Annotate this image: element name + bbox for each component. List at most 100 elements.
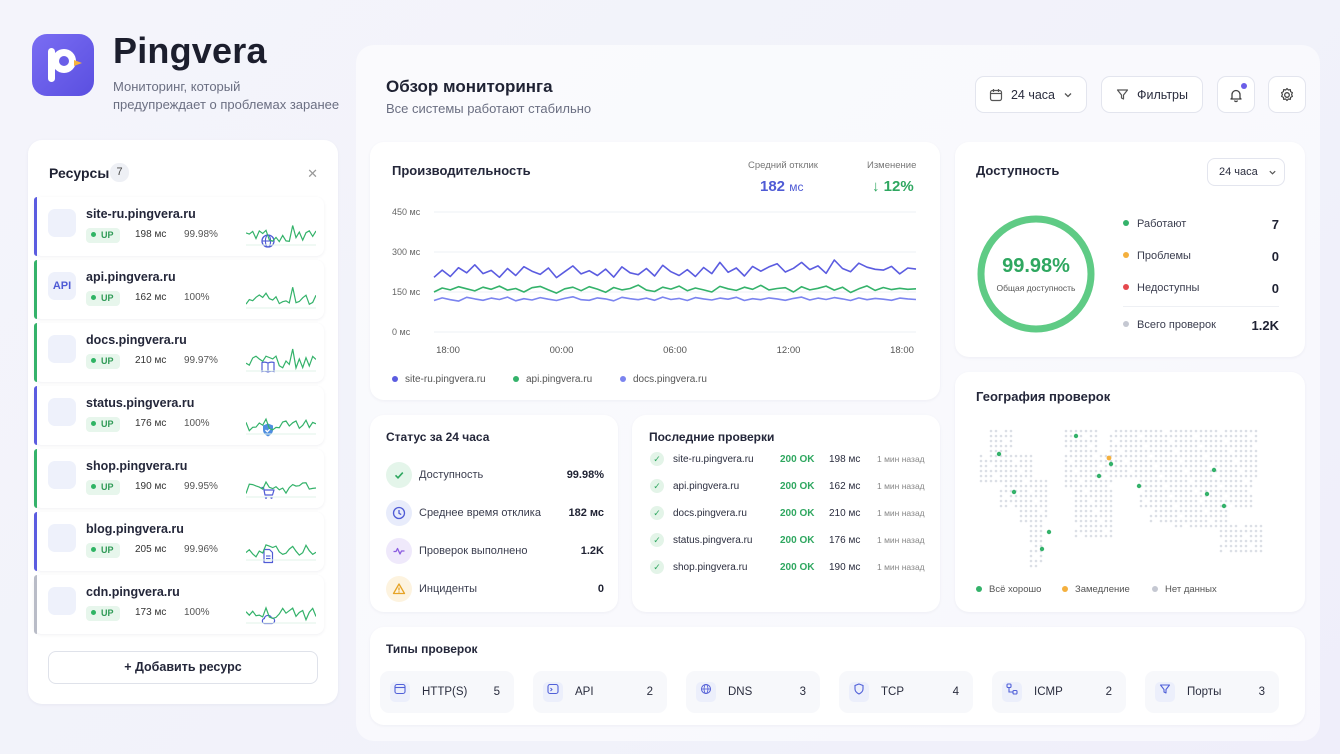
location-marker-ok[interactable] bbox=[1204, 491, 1210, 497]
map-dot bbox=[1149, 479, 1153, 483]
map-dot bbox=[1084, 529, 1088, 533]
notifications-button[interactable] bbox=[1217, 76, 1255, 113]
settings-button[interactable] bbox=[1268, 76, 1306, 113]
location-marker-ok[interactable] bbox=[1211, 467, 1217, 473]
map-dot bbox=[1134, 434, 1138, 438]
location-marker-slow[interactable] bbox=[1106, 455, 1112, 461]
filters-button[interactable]: Фильтры bbox=[1101, 76, 1203, 113]
map-dot bbox=[1244, 544, 1248, 548]
resource-item[interactable]: API api.pingvera.ru UP 162 мс 100% bbox=[34, 260, 324, 319]
map-dot bbox=[1134, 449, 1138, 453]
map-dot bbox=[1144, 479, 1148, 483]
map-dot bbox=[1199, 524, 1203, 528]
map-dot bbox=[1069, 454, 1073, 458]
location-marker-ok[interactable] bbox=[1108, 461, 1114, 467]
map-dot bbox=[1044, 494, 1048, 498]
check-row[interactable]: ✓ status.pingvera.ru 200 OK 176 мс 1 мин наз… bbox=[650, 533, 926, 549]
status-badge-label: UP bbox=[101, 482, 114, 492]
map-dot bbox=[1159, 514, 1163, 518]
check-type-icmp[interactable]: ICMP 2 bbox=[992, 671, 1126, 713]
map-dot bbox=[1109, 519, 1113, 523]
app-logo bbox=[32, 34, 94, 96]
map-dot bbox=[1249, 499, 1253, 503]
http-icon bbox=[390, 682, 410, 702]
close-icon[interactable]: ✕ bbox=[307, 166, 318, 181]
check-row[interactable]: ✓ docs.pingvera.ru 200 OK 210 мс 1 мин назад bbox=[650, 506, 926, 522]
map-dot bbox=[1099, 484, 1103, 488]
check-row[interactable]: ✓ shop.pingvera.ru 200 OK 190 мс 1 мин назад bbox=[650, 560, 926, 576]
map-dot bbox=[1214, 454, 1218, 458]
map-dot bbox=[1039, 494, 1043, 498]
map-dot bbox=[1089, 454, 1093, 458]
check-row[interactable]: ✓ site-ru.pingvera.ru 200 OK 198 мс 1 мин на… bbox=[650, 452, 926, 468]
check-response: 190 мс bbox=[829, 562, 861, 573]
resource-item[interactable]: blog.pingvera.ru UP 205 мс 99.96% bbox=[34, 512, 324, 571]
resource-item[interactable]: site-ru.pingvera.ru UP 198 мс 99.98% bbox=[34, 197, 324, 256]
check-type-https[interactable]: HTTP(S) 5 bbox=[380, 671, 514, 713]
location-marker-ok[interactable] bbox=[1136, 483, 1142, 489]
location-marker-ok[interactable] bbox=[1221, 503, 1227, 509]
map-dot bbox=[1174, 444, 1178, 448]
map-dot bbox=[1254, 534, 1258, 538]
availability-range-select[interactable]: 24 часа bbox=[1207, 158, 1285, 186]
check-type-tcp[interactable]: TCP 4 bbox=[839, 671, 973, 713]
map-dot bbox=[1099, 514, 1103, 518]
map-dot bbox=[1099, 509, 1103, 513]
map-dot bbox=[1149, 519, 1153, 523]
check-type-api[interactable]: API 2 bbox=[533, 671, 667, 713]
map-dot bbox=[1124, 429, 1128, 433]
tagline-line-1: Мониторинг, который bbox=[113, 79, 241, 94]
map-dot bbox=[1019, 464, 1023, 468]
resource-item[interactable]: cdn.pingvera.ru UP 173 мс 100% bbox=[34, 575, 324, 634]
map-dot bbox=[1089, 524, 1093, 528]
map-dot bbox=[1149, 434, 1153, 438]
check-status: 200 OK bbox=[780, 508, 815, 519]
map-dot bbox=[1184, 454, 1188, 458]
location-marker-ok[interactable] bbox=[1096, 473, 1102, 479]
map-dot bbox=[1164, 469, 1168, 473]
x-tick-label: 18:00 bbox=[436, 345, 460, 356]
map-dot bbox=[1234, 494, 1238, 498]
map-dot bbox=[1024, 484, 1028, 488]
map-dot bbox=[1094, 489, 1098, 493]
legend-dot bbox=[1062, 586, 1068, 592]
map-dot bbox=[1074, 449, 1078, 453]
add-resource-button[interactable]: + Добавить ресурс bbox=[48, 651, 318, 684]
location-marker-ok[interactable] bbox=[1039, 546, 1045, 552]
location-marker-ok[interactable] bbox=[1073, 433, 1079, 439]
map-dot bbox=[1229, 459, 1233, 463]
location-marker-ok[interactable] bbox=[996, 451, 1002, 457]
map-dot bbox=[1209, 514, 1213, 518]
map-dot bbox=[1184, 444, 1188, 448]
check-type-dns[interactable]: DNS 3 bbox=[686, 671, 820, 713]
map-dot bbox=[1204, 474, 1208, 478]
map-dot bbox=[1184, 494, 1188, 498]
map-dot bbox=[1244, 474, 1248, 478]
map-dot bbox=[1219, 549, 1223, 553]
range-select[interactable]: 24 часа bbox=[975, 76, 1087, 113]
map-dot bbox=[1239, 444, 1243, 448]
map-dot bbox=[1189, 509, 1193, 513]
map-dot bbox=[1074, 444, 1078, 448]
map-dot bbox=[1164, 434, 1168, 438]
map-dot bbox=[1179, 499, 1183, 503]
map-dot bbox=[989, 444, 993, 448]
location-marker-ok[interactable] bbox=[1011, 489, 1017, 495]
location-marker-ok[interactable] bbox=[1046, 529, 1052, 535]
map-dot bbox=[1134, 464, 1138, 468]
resource-item[interactable]: docs.pingvera.ru UP 210 мс 99.97% bbox=[34, 323, 324, 382]
check-row[interactable]: ✓ api.pingvera.ru 200 OK 162 мс 1 мин назад bbox=[650, 479, 926, 495]
map-dot bbox=[1149, 429, 1153, 433]
map-dot bbox=[994, 459, 998, 463]
map-dot bbox=[1019, 494, 1023, 498]
map-dot bbox=[1079, 509, 1083, 513]
resource-item[interactable]: status.pingvera.ru UP 176 мс 100% bbox=[34, 386, 324, 445]
map-dot bbox=[999, 494, 1003, 498]
map-dot bbox=[1214, 439, 1218, 443]
check-type-порты[interactable]: Порты 3 bbox=[1145, 671, 1279, 713]
resource-item[interactable]: shop.pingvera.ru UP 190 мс 99.95% bbox=[34, 449, 324, 508]
map-dot bbox=[1204, 499, 1208, 503]
map-dot bbox=[1149, 464, 1153, 468]
map-dot bbox=[1189, 459, 1193, 463]
check-response: 198 мс bbox=[829, 454, 861, 465]
